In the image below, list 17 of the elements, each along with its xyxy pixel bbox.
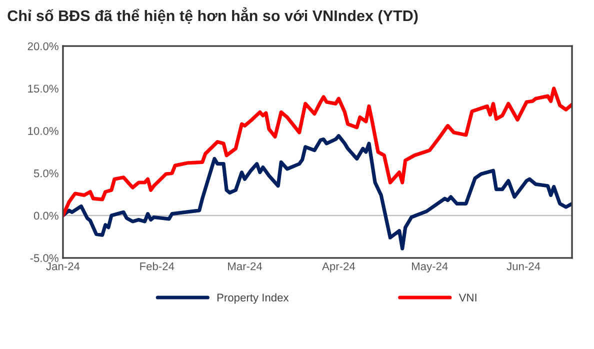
legend-label: VNI (458, 294, 476, 302)
x-tick-label: Jun-24 (506, 262, 540, 270)
y-tick-label: 0.0% (34, 212, 58, 220)
x-tick-label: Feb-24 (140, 262, 174, 270)
x-tick-label: Apr-24 (322, 262, 356, 272)
y-tick-label: -5.0% (30, 254, 58, 262)
legend-label: Property Index (217, 293, 289, 304)
y-tick-label: 20.0% (28, 42, 58, 50)
x-tick-label: Jan-24 (46, 262, 80, 270)
y-tick-label: 15.0% (28, 84, 58, 93)
x-tick-label: Mar-24 (228, 262, 262, 270)
y-tick-label: 5.0% (34, 169, 58, 178)
line-series (62, 134, 572, 250)
chart-title: Chỉ số BĐS đã thể hiện tệ hơn hẳn so với VNIndex (YTD) (8, 7, 418, 24)
y-tick-label: 10.0% (28, 127, 58, 135)
line-series (62, 86, 572, 218)
x-tick-label: May-24 (412, 262, 448, 272)
